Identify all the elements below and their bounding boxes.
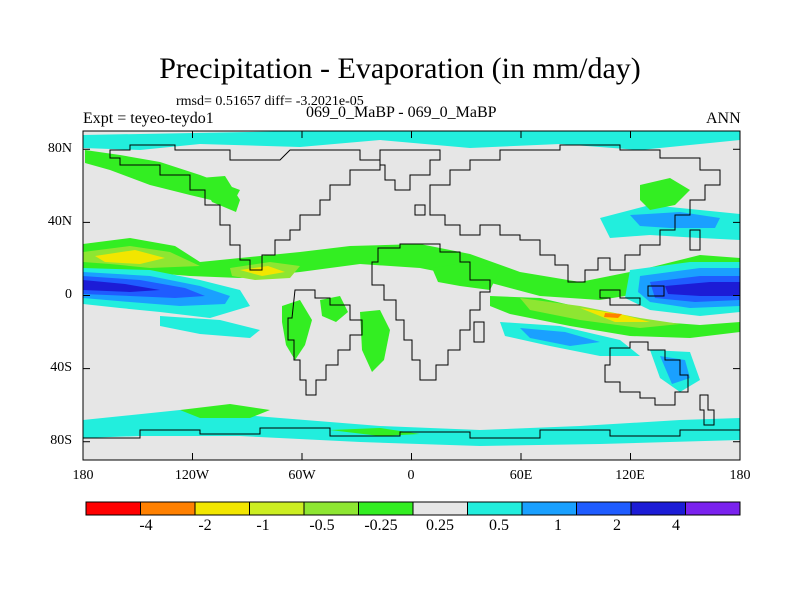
stats-text: rmsd= 0.51657 diff= -3.2021e-05 [176, 94, 364, 109]
x-tick-label-180e: 180 [729, 468, 751, 483]
x-tick-label-180w: 180 [72, 468, 94, 483]
colorbar-label-neg1: -1 [256, 517, 270, 534]
field-nh-subtropic-yellow [95, 250, 165, 264]
coast-north-america [109, 144, 381, 271]
case-id-label: 069_0_MaBP - 069_0_MaBP [306, 104, 497, 121]
colorbar-label-2: 2 [613, 517, 621, 534]
colorbar-swatch-8 [521, 501, 577, 516]
colorbar-label-0-5: 0.5 [489, 517, 509, 534]
colorbar-label-4: 4 [672, 517, 680, 534]
colorbar-swatch-3 [249, 501, 305, 516]
y-tick-label-40s: 40S [50, 360, 72, 375]
experiment-label: Expt = teyeo-teydo1 [83, 110, 214, 127]
field-southern-ocean-light [83, 410, 740, 446]
colorbar-swatch-6 [412, 501, 468, 516]
field-pacific-itcz-deep [83, 276, 205, 298]
field-eurasia-green [640, 178, 690, 210]
field-indian-green [432, 262, 500, 290]
field-sh-orange [604, 313, 622, 318]
field-amazon-green [282, 300, 312, 360]
coast-indonesia [599, 285, 665, 306]
y-tick-label-40n: 40N [47, 214, 72, 229]
coastlines [83, 144, 740, 439]
coast-antarctica [83, 427, 740, 439]
colorbar-swatch-9 [576, 501, 632, 516]
y-tick-label-0: 0 [65, 287, 72, 302]
x-tick-label-120w: 120W [174, 468, 210, 483]
field-spcz-light [160, 316, 260, 338]
season-label: ANN [706, 110, 741, 127]
field-nh-subtropic-green [83, 238, 740, 300]
y-tick-label-80s: 80S [50, 433, 72, 448]
colorbar-label-neg2: -2 [198, 517, 212, 534]
coast-new-zealand [699, 394, 715, 426]
plot-title: Precipitation - Evaporation (in mm/day) [159, 52, 641, 85]
colorbar-swatch-10 [630, 501, 686, 516]
colorbar-label-1: 1 [554, 517, 562, 534]
x-tick-label-60e: 60E [509, 468, 533, 483]
colorbar-label-neg4: -4 [139, 517, 153, 534]
x-tick-label-60w: 60W [288, 468, 316, 483]
field-n-america-green [200, 176, 240, 212]
coast-south-america [287, 289, 363, 396]
colorbar-swatch-0 [85, 501, 141, 516]
colorbar-swatch-5 [358, 501, 414, 516]
field-warmpool-core [665, 282, 740, 296]
coast-australia [604, 341, 689, 406]
colorbar [85, 501, 741, 516]
x-tick-label-0: 0 [407, 468, 415, 483]
field-andes-green [320, 296, 348, 322]
colorbar-label-0-25: 0.25 [426, 517, 454, 534]
colorbar-swatch-7 [467, 501, 523, 516]
axis-ticks [82, 131, 741, 460]
colorbar-swatch-2 [194, 501, 250, 516]
coast-uk-japan [414, 204, 701, 251]
coast-eurasia [429, 144, 721, 283]
colorbar-swatch-11 [685, 501, 741, 516]
field-tasman-mid [660, 356, 690, 384]
colorbar-label-neg0-5: -0.5 [309, 517, 335, 534]
field-southern-ocean-green [180, 404, 420, 436]
colorbar-swatch-1 [140, 501, 196, 516]
field-africa-green [360, 310, 390, 372]
field-pacific-itcz-core [83, 280, 160, 292]
field-subarctic-green [85, 150, 240, 205]
colorbar-label-neg0-25: -0.25 [364, 517, 398, 534]
coast-africa [371, 243, 491, 381]
colorbar-swatch-4 [303, 501, 359, 516]
coast-greenland [379, 149, 441, 191]
x-tick-label-120e: 120E [615, 468, 645, 483]
coast-madagascar [473, 321, 485, 343]
field-indian-wet-mid [520, 328, 600, 346]
field-arctic-positive [83, 131, 740, 150]
field-atlantic-yellow [240, 266, 285, 276]
y-tick-label-80n: 80N [47, 141, 72, 156]
